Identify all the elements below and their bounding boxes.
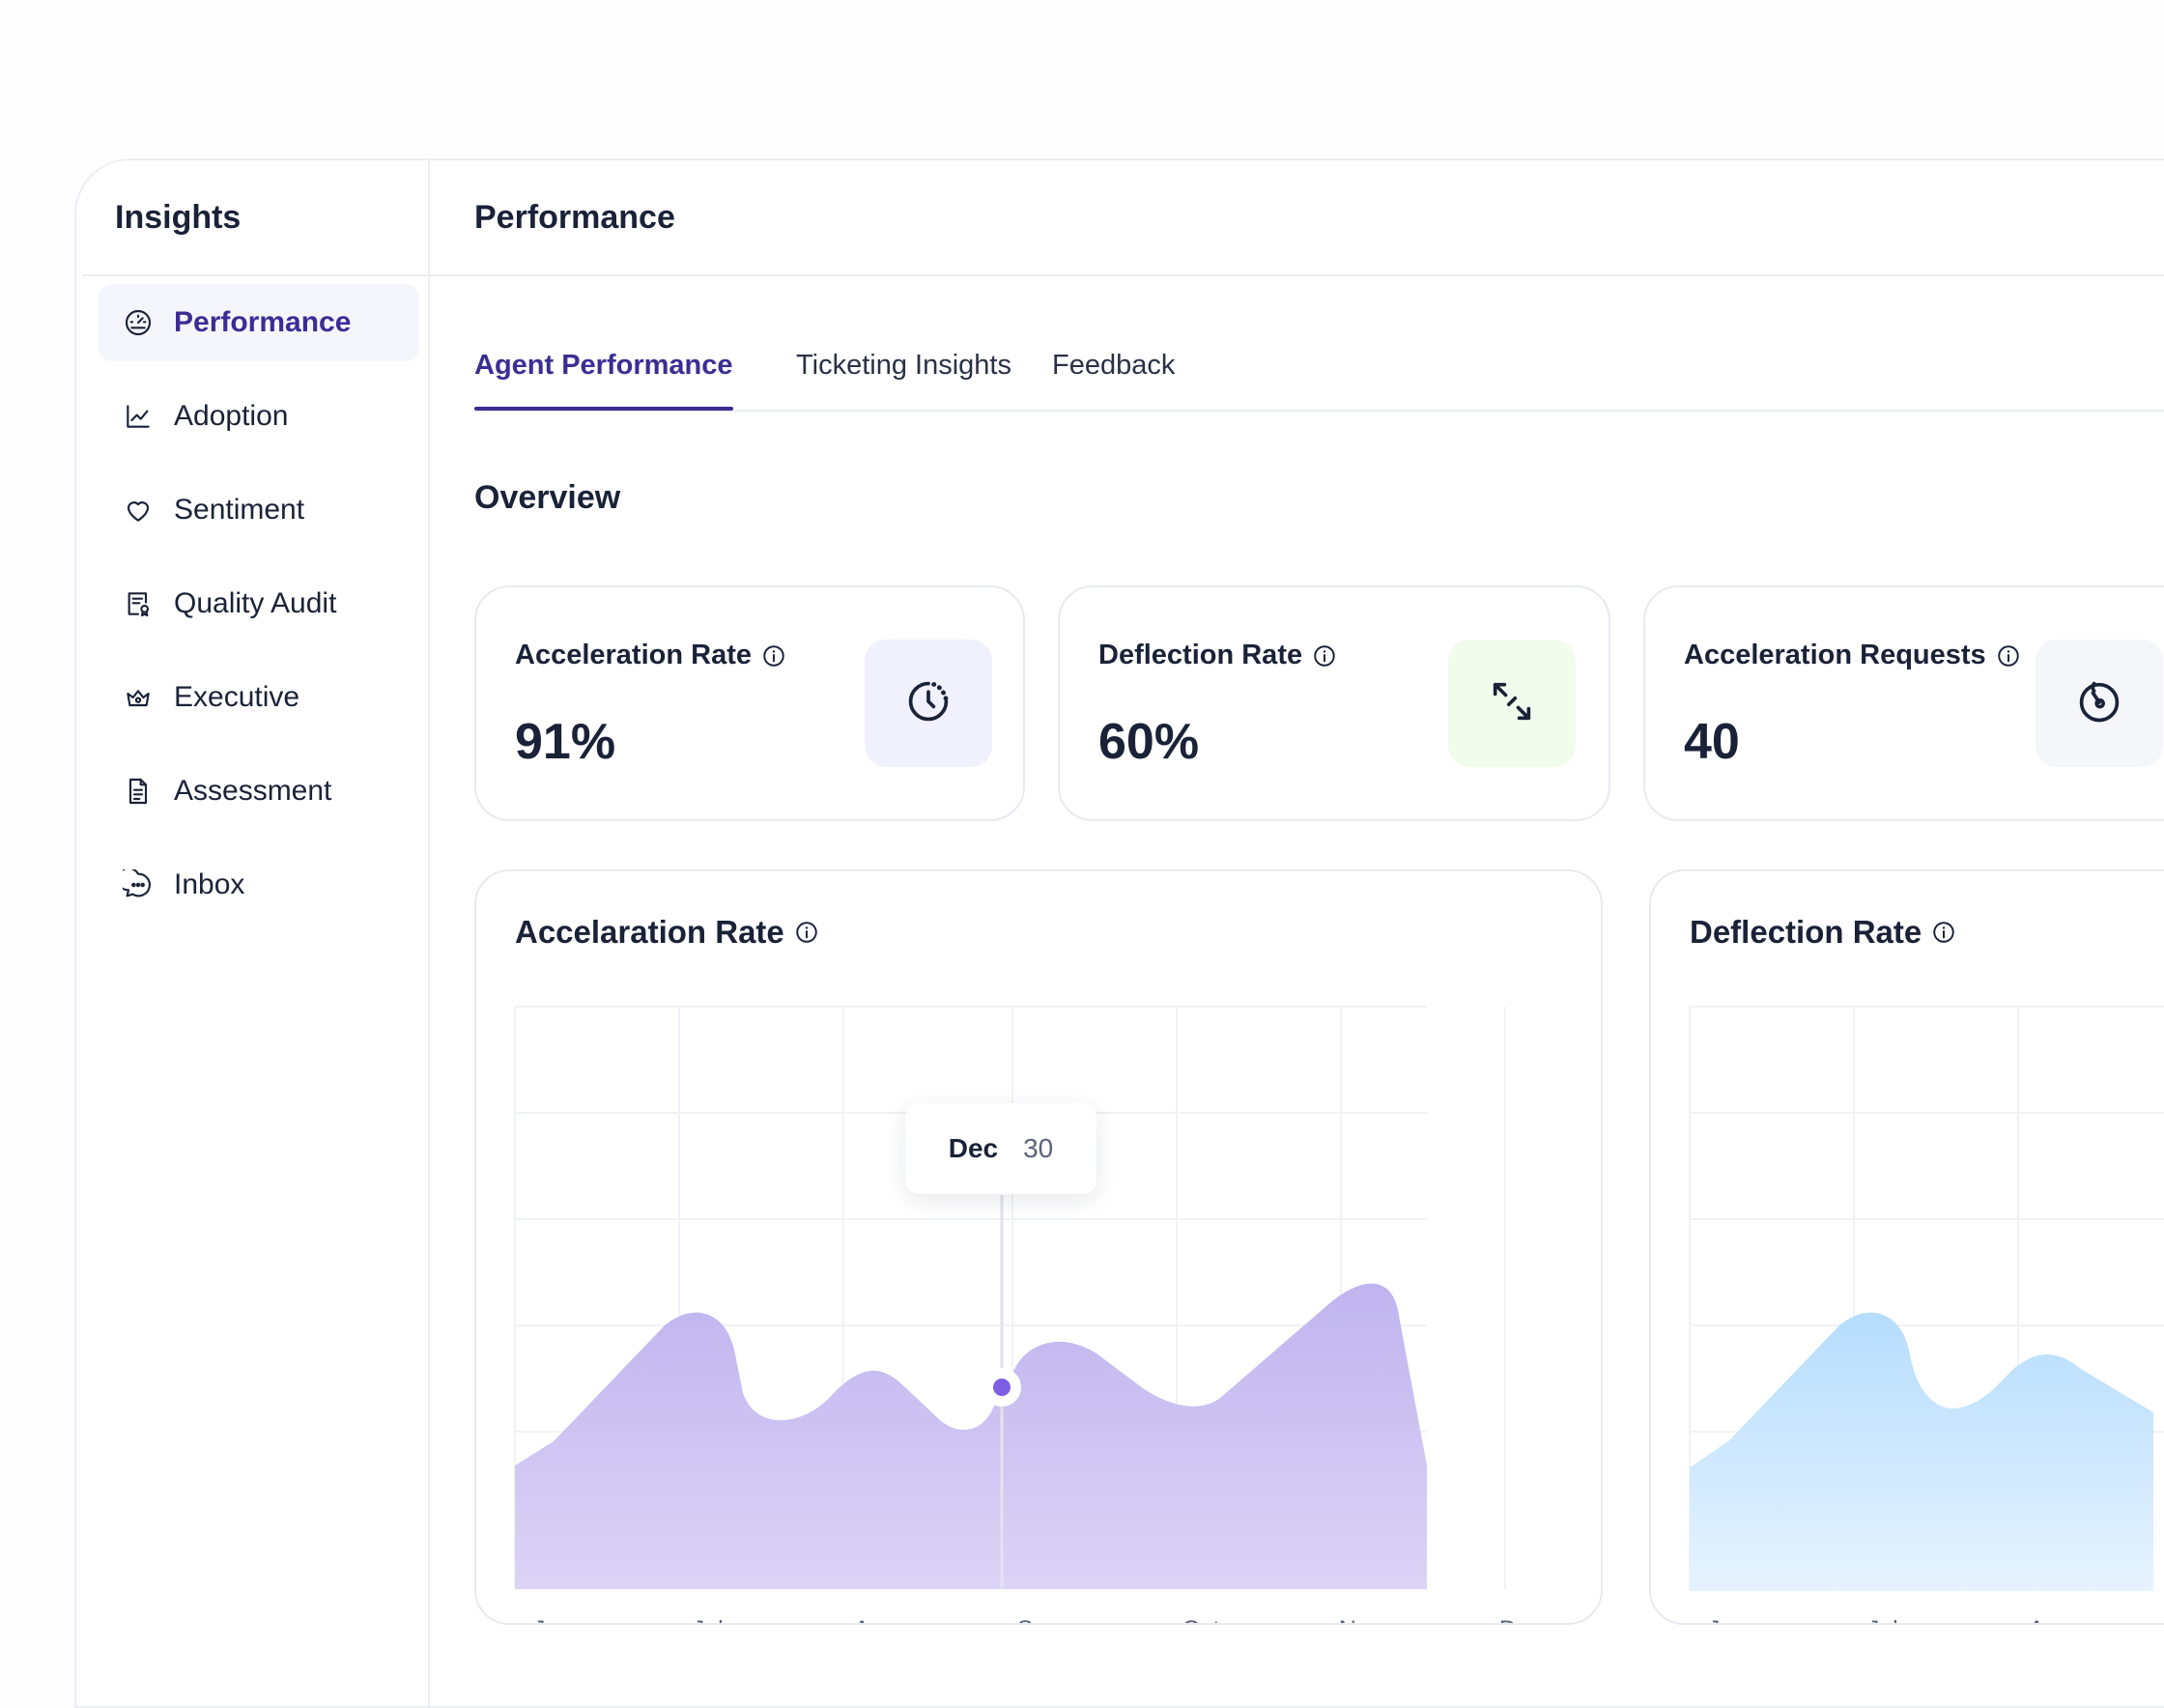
kpi-icon-box bbox=[865, 640, 992, 767]
chart-title: Accelaration Rate bbox=[515, 914, 819, 951]
kpi-label-text: Acceleration Requests bbox=[1684, 640, 1986, 670]
sidebar-item-label: Inbox bbox=[174, 868, 245, 900]
x-tick-label: Jun bbox=[533, 1616, 572, 1623]
sidebar: Insights Performance Adoption Sentiment bbox=[76, 160, 430, 1706]
overview-heading: Overview bbox=[474, 479, 621, 516]
chart-tooltip: Dec 30 bbox=[905, 1103, 1096, 1194]
stopwatch-icon bbox=[2074, 676, 2124, 731]
sidebar-title: Insights bbox=[115, 199, 242, 236]
diagonal-arrows-icon bbox=[1487, 676, 1537, 731]
x-tick-label: July bbox=[1867, 1616, 1911, 1623]
info-icon[interactable] bbox=[794, 920, 819, 945]
heart-icon bbox=[122, 494, 155, 527]
x-tick-label: Dec bbox=[1499, 1616, 1542, 1623]
sidebar-item-quality-audit[interactable]: Quality Audit bbox=[99, 565, 419, 642]
sidebar-item-assessment[interactable]: Assessment bbox=[99, 753, 419, 830]
gauge-icon bbox=[122, 306, 155, 339]
kpi-label: Acceleration Requests bbox=[1684, 640, 2021, 671]
area-series bbox=[515, 1283, 1427, 1589]
sidebar-divider bbox=[82, 274, 428, 276]
kpi-label: Acceleration Rate bbox=[515, 640, 786, 671]
tab-ticketing-insights[interactable]: Ticketing Insights bbox=[796, 350, 1011, 381]
chat-bubble-icon bbox=[122, 868, 155, 901]
kpi-value: 91% bbox=[515, 714, 616, 770]
x-tick-label: Jun bbox=[1708, 1616, 1747, 1623]
sidebar-item-label: Performance bbox=[174, 306, 352, 338]
sidebar-item-label: Assessment bbox=[174, 775, 332, 807]
chart-title-text: Deflection Rate bbox=[1690, 914, 1922, 950]
acceleration-rate-chart: Jun July Aug Sep Oct Nov Dec bbox=[514, 1006, 1542, 1623]
kpi-card-deflection-rate: Deflection Rate 60% bbox=[1058, 585, 1610, 821]
kpi-card-acceleration-rate: Acceleration Rate 91% bbox=[474, 585, 1025, 821]
info-icon[interactable] bbox=[761, 643, 786, 669]
kpi-label: Deflection Rate bbox=[1098, 640, 1337, 671]
certificate-icon bbox=[122, 587, 155, 620]
line-chart-icon bbox=[122, 400, 155, 433]
deflection-rate-chart: Jun July Aug bbox=[1689, 1006, 2164, 1623]
sidebar-item-label: Executive bbox=[174, 681, 300, 713]
page-title: Performance bbox=[474, 199, 675, 236]
acceleration-rate-chart-card: Accelaration Rate JunJulyAugSepOctNovD bbox=[474, 869, 1603, 1625]
deflection-rate-chart-card: Deflection Rate Jun July Aug bbox=[1649, 869, 2164, 1625]
tab-agent-performance[interactable]: Agent Performance bbox=[474, 350, 733, 411]
main-content: Performance Agent Performance Ticketing … bbox=[430, 160, 2164, 1706]
sidebar-item-sentiment[interactable]: Sentiment bbox=[99, 471, 419, 549]
header-divider bbox=[430, 274, 2164, 276]
sidebar-item-label: Quality Audit bbox=[174, 587, 337, 619]
info-icon[interactable] bbox=[1996, 643, 2021, 669]
kpi-label-text: Acceleration Rate bbox=[515, 640, 752, 670]
x-tick-label: Aug bbox=[854, 1616, 897, 1623]
hover-point-dot bbox=[993, 1379, 1011, 1396]
x-tick-label: Sep bbox=[1017, 1616, 1060, 1623]
tab-feedback[interactable]: Feedback bbox=[1052, 350, 1176, 381]
tooltip-value: 30 bbox=[1023, 1133, 1054, 1163]
sidebar-item-performance[interactable]: Performance bbox=[99, 284, 419, 361]
clock-dashed-icon bbox=[903, 676, 954, 731]
sidebar-item-label: Adoption bbox=[174, 400, 289, 432]
area-series bbox=[1690, 1312, 2153, 1591]
x-tick-label: July bbox=[693, 1616, 736, 1623]
info-icon[interactable] bbox=[1931, 920, 1956, 945]
info-icon[interactable] bbox=[1312, 643, 1337, 669]
sidebar-item-label: Sentiment bbox=[174, 494, 305, 526]
kpi-value: 60% bbox=[1098, 714, 1200, 770]
x-tick-label: Aug bbox=[2029, 1616, 2071, 1623]
x-axis-labels: Jun July Aug Sep Oct Nov Dec bbox=[533, 1616, 1542, 1623]
kpi-icon-box bbox=[1448, 640, 1576, 767]
x-tick-label: Nov bbox=[1339, 1616, 1382, 1623]
tooltip-label: Dec bbox=[948, 1133, 999, 1163]
x-axis-labels: Jun July Aug bbox=[1708, 1616, 2071, 1623]
chart-title-text: Accelaration Rate bbox=[515, 914, 784, 950]
sidebar-item-inbox[interactable]: Inbox bbox=[99, 846, 419, 924]
insights-app: Insights Performance Adoption Sentiment bbox=[74, 158, 2164, 1708]
sidebar-item-adoption[interactable]: Adoption bbox=[99, 378, 419, 455]
kpi-icon-box bbox=[2036, 640, 2163, 767]
document-icon bbox=[122, 775, 155, 808]
x-tick-label: Oct bbox=[1182, 1616, 1220, 1623]
tab-bar: Agent Performance Ticketing Insights Fee… bbox=[474, 350, 2164, 412]
sidebar-item-executive[interactable]: Executive bbox=[99, 659, 419, 736]
kpi-label-text: Deflection Rate bbox=[1098, 640, 1303, 670]
kpi-value: 40 bbox=[1684, 714, 1740, 770]
chart-title: Deflection Rate bbox=[1690, 914, 1956, 951]
kpi-card-acceleration-requests: Acceleration Requests 40 bbox=[1643, 585, 2164, 821]
crown-icon bbox=[122, 681, 155, 714]
